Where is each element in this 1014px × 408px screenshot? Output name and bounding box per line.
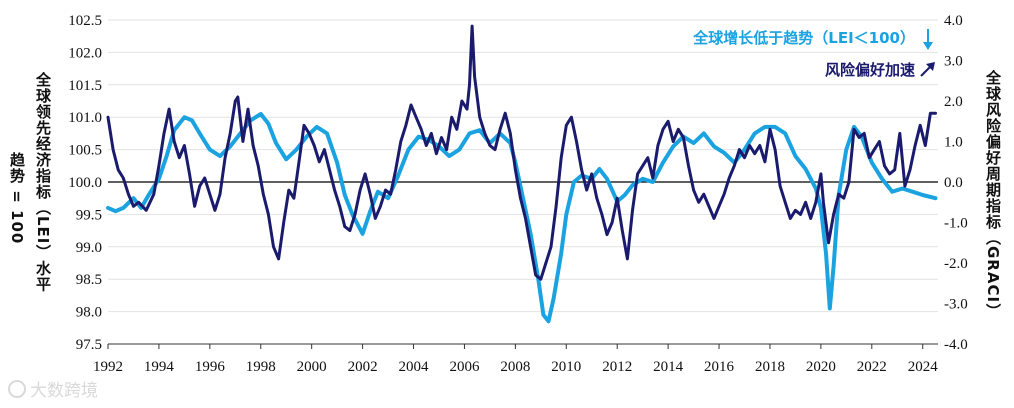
- x-tick-label: 2000: [297, 359, 327, 375]
- x-tick-labels: 1992 1994 1996 1998 2000 2002 2004 2006 2008 2010…: [93, 344, 938, 375]
- y-left-tick-label: 101.5: [68, 78, 102, 94]
- y-left-tick-label: 101.0: [68, 110, 102, 126]
- y-right-tick-label: -3.0: [944, 297, 968, 313]
- y-left-axis-title: 全球领先经济指标（LEI）水平: [34, 72, 52, 293]
- x-tick-label: 2014: [653, 359, 684, 375]
- x-tick-label: 2008: [500, 359, 530, 375]
- x-tick-label: 2010: [551, 359, 581, 375]
- x-tick-label: 2016: [704, 359, 735, 375]
- x-tick-label: 2004: [399, 359, 430, 375]
- series-line-graci: [106, 24, 937, 281]
- y-left-tick-label: 102.5: [68, 13, 102, 29]
- y-right-tick-label: 0.0: [944, 175, 963, 191]
- watermark: 大数跨境: [8, 376, 98, 401]
- watermark-logo-icon: [8, 379, 26, 398]
- legend-label-graci: 风险偏好加速: [825, 61, 915, 79]
- x-tick-label: 1994: [144, 359, 175, 375]
- y-left-tick-label: 100.0: [68, 175, 102, 191]
- legend-label-lei: 全球增长低于趋势（LEI＜100）: [692, 29, 915, 47]
- y-right-tick-label: 2.0: [944, 94, 963, 110]
- y-left-tick-label: 98.5: [76, 272, 102, 288]
- y-right-tick-label: -4.0: [944, 337, 968, 353]
- y-right-tick-label: 1.0: [944, 135, 963, 151]
- y-left-tick-label: 98.0: [76, 305, 102, 321]
- x-tick-label: 2020: [806, 359, 836, 375]
- legend: 全球增长低于趋势（LEI＜100） 风险偏好加速: [692, 29, 935, 79]
- y-right-tick-labels: 4.0 3.0 2.0 1.0 0.0 -1.0 -2.0 -3.0 -4.0: [944, 13, 968, 353]
- x-tick-label: 1996: [195, 359, 226, 375]
- arrow-down-icon: [923, 29, 933, 50]
- x-tick-label: 2002: [348, 359, 378, 375]
- y-left-axis-subtitle: 趋势 = 100: [8, 152, 26, 245]
- y-left-tick-labels: 102.5 102.0 101.5 101.0 100.5 100.0 99.5 99.0 98…: [68, 13, 102, 353]
- y-left-tick-label: 99.0: [76, 240, 102, 256]
- x-tick-label: 2022: [857, 359, 887, 375]
- y-right-tick-label: -1.0: [944, 216, 968, 232]
- series-lines: [106, 24, 938, 324]
- watermark-text: 大数跨境: [30, 381, 98, 401]
- y-right-tick-label: -2.0: [944, 256, 968, 272]
- x-tick-label: 2012: [602, 359, 632, 375]
- grid-lines: [108, 19, 938, 345]
- x-tick-label: 2018: [755, 359, 785, 375]
- y-right-axis-title: 全球风险偏好周期指标（GRACI）: [984, 70, 1002, 320]
- x-tick-label: 1992: [93, 359, 123, 375]
- y-left-tick-label: 102.0: [68, 45, 102, 61]
- x-tick-label: 1998: [246, 359, 276, 375]
- y-right-tick-label: 3.0: [944, 54, 963, 70]
- y-left-tick-label: 99.5: [76, 207, 102, 223]
- arrow-up-right-icon: [920, 62, 935, 77]
- x-tick-label: 2006: [449, 359, 480, 375]
- y-left-tick-label: 100.5: [68, 143, 102, 159]
- x-tick-label: 2024: [908, 359, 939, 375]
- y-right-tick-label: 4.0: [944, 13, 963, 29]
- y-left-tick-label: 97.5: [76, 337, 102, 353]
